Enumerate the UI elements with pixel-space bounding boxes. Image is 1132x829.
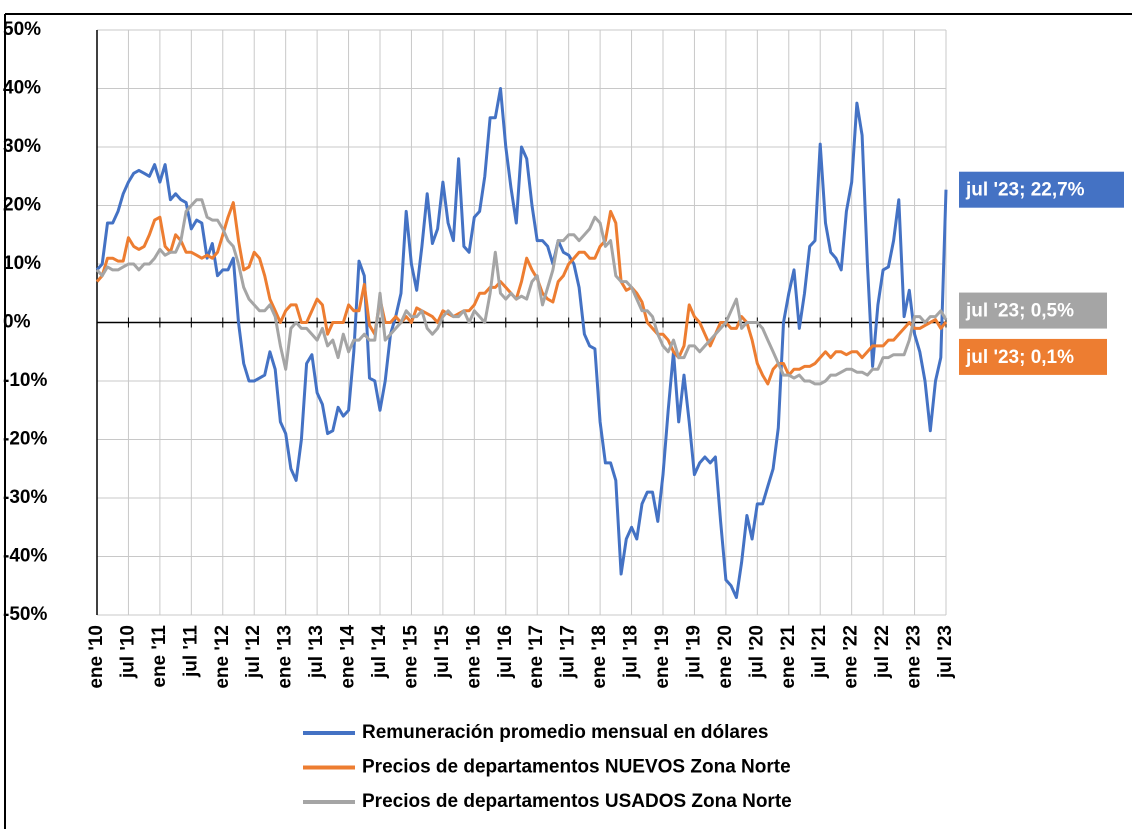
series-line bbox=[95, 198, 948, 386]
end-label-text: jul '23; 0,5% bbox=[965, 301, 1074, 322]
x-tick-label: jul '10 bbox=[117, 625, 138, 679]
end-label-box bbox=[959, 171, 1124, 208]
legend-label: Precios de departamentos NUEVOS Zona Nor… bbox=[362, 757, 791, 778]
legend-label: Precios de departamentos USADOS Zona Nor… bbox=[362, 791, 792, 812]
x-tick-label: ene '20 bbox=[715, 625, 736, 689]
x-tick-label: jul '18 bbox=[621, 625, 642, 679]
x-tick-label: ene '14 bbox=[338, 625, 359, 689]
x-tick-label: ene '12 bbox=[212, 625, 233, 689]
x-tick-label: jul '22 bbox=[872, 625, 893, 679]
y-tick-label: 30% bbox=[3, 136, 41, 157]
x-tick-label: ene '11 bbox=[149, 625, 170, 688]
end-label: jul '23; 22,7% bbox=[959, 171, 1124, 208]
x-tick-label: jul '16 bbox=[495, 625, 516, 679]
x-tick-label: jul '19 bbox=[683, 625, 704, 679]
x-tick-label: ene '21 bbox=[778, 625, 799, 689]
y-tick-label: -50% bbox=[3, 604, 47, 625]
x-tick-label: jul '15 bbox=[432, 625, 453, 680]
x-tick-label: ene '16 bbox=[463, 625, 484, 689]
x-tick-label: jul '14 bbox=[369, 625, 390, 680]
x-tick-label: jul '11 bbox=[180, 625, 201, 678]
y-tick-label: 10% bbox=[3, 253, 41, 274]
end-label-box bbox=[959, 292, 1107, 329]
y-tick-label: 20% bbox=[3, 195, 41, 216]
end-label-text: jul '23; 22,7% bbox=[965, 180, 1085, 201]
end-label-box bbox=[959, 338, 1107, 375]
x-tick-label: ene '10 bbox=[86, 625, 107, 689]
x-tick-label: ene '17 bbox=[526, 625, 547, 689]
y-tick-label: 50% bbox=[3, 19, 41, 40]
y-tick-label: -40% bbox=[3, 546, 47, 567]
series-line bbox=[95, 87, 948, 599]
x-tick-label: ene '23 bbox=[904, 625, 925, 689]
x-tick-label: ene '22 bbox=[841, 625, 862, 689]
x-tick-label: ene '15 bbox=[400, 625, 421, 689]
x-tick-label: jul '17 bbox=[558, 625, 579, 679]
y-tick-label: 0% bbox=[3, 312, 31, 333]
y-tick-label: -10% bbox=[3, 370, 47, 391]
end-label: jul '23; 0,1% bbox=[959, 338, 1107, 375]
x-tick-label: jul '12 bbox=[243, 625, 264, 679]
x-tick-label: ene '13 bbox=[275, 625, 296, 689]
series-line bbox=[95, 201, 948, 386]
y-tick-label: 40% bbox=[3, 78, 41, 99]
x-tick-label: jul '20 bbox=[746, 625, 767, 679]
end-label: jul '23; 0,5% bbox=[959, 292, 1107, 329]
y-tick-label: -30% bbox=[3, 487, 47, 508]
x-tick-label: ene '19 bbox=[652, 625, 673, 689]
legend-label: Remuneración promedio mensual en dólares bbox=[362, 722, 769, 743]
end-label-text: jul '23; 0,1% bbox=[965, 347, 1074, 368]
x-tick-label: jul '23 bbox=[935, 625, 956, 679]
x-tick-label: jul '21 bbox=[809, 625, 830, 680]
y-tick-label: -20% bbox=[3, 429, 47, 450]
x-tick-label: jul '13 bbox=[306, 625, 327, 679]
x-tick-label: ene '18 bbox=[589, 625, 610, 689]
